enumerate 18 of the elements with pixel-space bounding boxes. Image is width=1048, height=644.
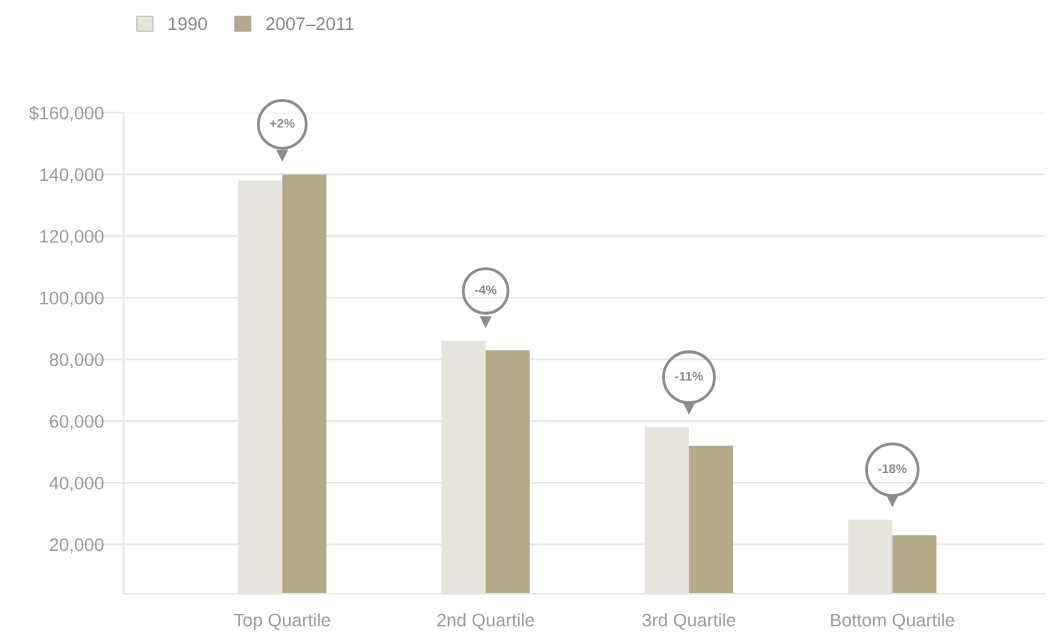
- x-tick-label: 2nd Quartile: [437, 613, 535, 630]
- y-tick-label: 60,000: [49, 415, 104, 430]
- annotation: +2%: [270, 118, 295, 128]
- y-tick-label: 140,000: [40, 168, 104, 184]
- y-tick-label: 20,000: [49, 538, 104, 554]
- legend-label: 2007–2011: [266, 17, 354, 31]
- y-tick-label: 40,000: [49, 476, 104, 492]
- annotation: -4%: [475, 285, 497, 295]
- y-tick-label: 100,000: [40, 291, 104, 307]
- y-tick-label: $160,000: [29, 105, 104, 122]
- y-tick-label: 80,000: [49, 353, 104, 369]
- x-tick-label: Bottom Quartile: [831, 613, 955, 630]
- legend-label: 1990: [168, 17, 207, 31]
- annotation: -18%: [878, 464, 907, 474]
- x-tick-label: Top Quartile: [234, 613, 331, 631]
- annotation: -11%: [675, 371, 703, 381]
- y-tick-label: 120,000: [40, 229, 104, 245]
- x-tick-label: 3rd Quartile: [642, 613, 736, 630]
